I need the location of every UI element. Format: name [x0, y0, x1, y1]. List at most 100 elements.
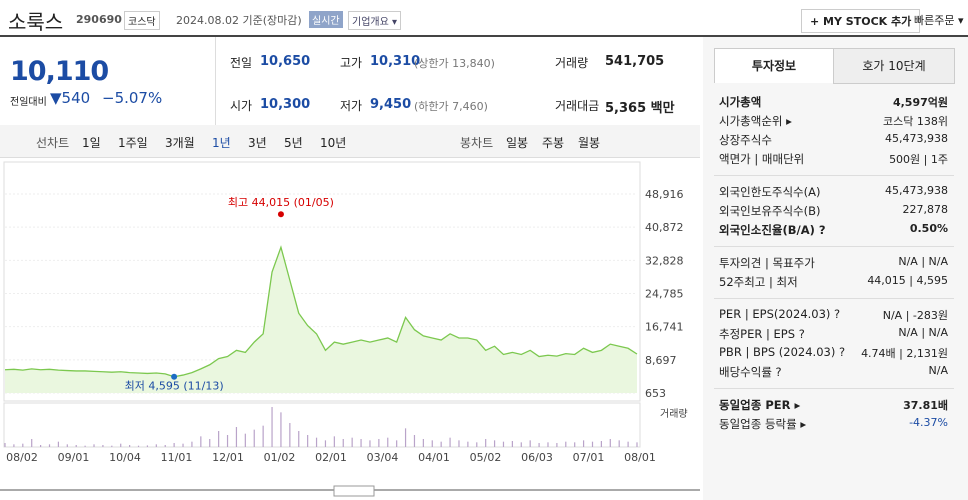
volume-bar — [413, 435, 416, 447]
volume-bar — [93, 444, 95, 447]
tab[interactable]: 월봉 — [578, 136, 601, 150]
volume-bar — [378, 439, 380, 447]
volume-bar — [511, 441, 513, 447]
tab-label: 봉차트 — [460, 136, 494, 150]
volume-bar — [235, 427, 238, 447]
volume-bar — [556, 443, 558, 447]
volume-bar — [129, 445, 131, 447]
volume-bar — [520, 442, 522, 447]
collapse-button[interactable] — [333, 485, 375, 497]
volume-bar — [627, 441, 629, 447]
price-area — [5, 247, 637, 393]
volume-bar — [289, 423, 291, 447]
volume-bar — [48, 444, 51, 447]
tab-label: 선차트 — [36, 136, 70, 150]
volume-bar — [422, 439, 424, 447]
volume-bar — [538, 443, 540, 447]
x-tick-label: 06/03 — [521, 451, 553, 464]
high-dot — [277, 211, 284, 218]
info-value: 0.50% — [909, 222, 948, 235]
volume-bar — [315, 437, 318, 447]
x-tick-label: 09/01 — [58, 451, 90, 464]
volume-bar — [485, 439, 487, 447]
info-label: 배당수익률 ? — [719, 365, 782, 379]
info-panel — [703, 37, 968, 500]
info-label: 외국인보유주식수(B) — [719, 204, 821, 218]
volume-bar — [191, 441, 193, 447]
price-line — [4, 245, 638, 378]
quick-order[interactable]: 빠른주문 ▾ — [914, 14, 964, 27]
volume-bar — [226, 435, 229, 447]
y-tick-label: 653 — [645, 387, 666, 400]
info-value: -4.37% — [909, 416, 948, 429]
stock-name: 소룩스 — [8, 10, 64, 34]
volume-bar — [565, 441, 567, 447]
volume-bar — [502, 441, 505, 447]
info-label: 상장주식수 — [719, 133, 772, 147]
volume-bar — [591, 441, 594, 447]
section-divider — [714, 298, 954, 299]
info-tab[interactable]: 호가 10단계 — [833, 48, 955, 84]
volume-bar — [547, 442, 549, 447]
overview-button[interactable]: 기업개요 ▾ — [348, 11, 401, 30]
x-tick-label: 02/01 — [315, 451, 347, 464]
volume-bar — [369, 440, 371, 447]
section-divider — [714, 175, 954, 176]
volume-bar — [173, 443, 175, 447]
chart: 48,916 40,872 32,828 24,785 16,741 8,697 653 최고… — [0, 161, 700, 497]
current-price: 10,110 — [10, 56, 109, 87]
volume-bar — [102, 445, 104, 447]
volume-bar — [529, 440, 531, 447]
info-label: 동일업종 PER ▸ — [719, 398, 801, 412]
volume-bar — [360, 439, 362, 447]
quote-value: 10,300 — [260, 97, 311, 112]
quote-label: 전일 — [230, 56, 253, 70]
quote-value: 10,650 — [260, 54, 311, 69]
volume-bar — [164, 445, 166, 447]
volume-bar — [307, 435, 309, 447]
quote-extra: (하한가 7,460) — [414, 100, 488, 113]
info-label: 외국인한도주식수(A) — [719, 185, 821, 199]
volume-bar — [396, 440, 398, 447]
tab[interactable]: 5년 — [284, 136, 303, 150]
tab[interactable]: 주봉 — [542, 136, 565, 150]
quote-value: 10,310 — [370, 54, 421, 69]
info-value: N/A | N/A — [898, 255, 948, 268]
y-tick-label: 16,741 — [645, 321, 684, 334]
volume-bar — [244, 433, 246, 447]
tab[interactable]: 3개월 — [165, 136, 195, 150]
tab[interactable]: 1주일 — [118, 136, 148, 150]
realtime-badge[interactable]: 실시간 — [309, 11, 343, 28]
volume-bar — [200, 436, 202, 447]
tab[interactable]: 1년 — [212, 136, 231, 150]
info-value: N/A — [928, 364, 948, 377]
high-label: 최고 44,015 (01/05) — [228, 196, 334, 209]
info-label: PBR | BPS (2024.03) ? — [719, 345, 846, 359]
volume-bar — [57, 441, 60, 447]
volume-bar — [342, 439, 344, 447]
info-tab[interactable]: 투자정보 — [714, 48, 834, 83]
divider — [215, 37, 216, 125]
section-divider — [714, 246, 954, 247]
date: 2024.08.02 기준(장마감) — [176, 14, 302, 27]
volume-bar — [271, 407, 273, 447]
stock-code: 290690 — [76, 13, 122, 26]
info-value: 45,473,938 — [885, 184, 948, 197]
tab[interactable]: 3년 — [248, 136, 267, 150]
x-tick-label: 12/01 — [212, 451, 244, 464]
volume-bar — [111, 445, 113, 447]
volume-bar — [209, 439, 211, 447]
info-value: 44,015 | 4,595 — [867, 274, 948, 287]
tab[interactable]: 1일 — [82, 136, 101, 150]
volume-bar — [431, 440, 433, 447]
quote-value: 5,365 백만 — [605, 101, 675, 116]
x-tick-label: 01/02 — [264, 451, 296, 464]
chart-tabs — [0, 125, 700, 158]
quote-extra: (상한가 13,840) — [414, 57, 495, 70]
mystock-button[interactable]: + MY STOCK 추가 — [801, 9, 921, 33]
tab[interactable]: 10년 — [320, 136, 347, 150]
volume-bar — [449, 437, 451, 447]
tab[interactable]: 일봉 — [506, 136, 529, 150]
volume-bar — [253, 429, 255, 447]
